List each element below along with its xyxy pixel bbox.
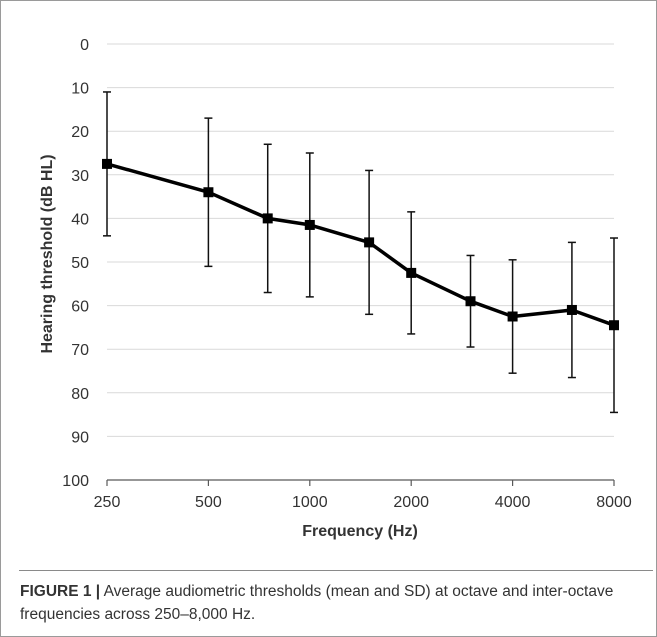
data-point-marker (507, 311, 518, 322)
data-point-marker (609, 320, 619, 331)
data-point-marker (102, 158, 112, 169)
y-axis-label: Hearing threshold (dB HL) (39, 154, 56, 353)
data-point-marker (566, 304, 577, 315)
y-tick-label: 40 (71, 211, 89, 228)
mean-line (106, 162, 615, 327)
error-bars (103, 91, 618, 414)
caption-text: Average audiometric thresholds (mean and… (20, 583, 614, 623)
series-line (106, 162, 615, 327)
x-tick-label: 1000 (292, 494, 328, 511)
caption-divider (19, 570, 653, 571)
gridlines (107, 43, 614, 437)
data-point-marker (406, 267, 417, 278)
y-tick-label: 80 (71, 386, 89, 403)
y-tick-label: 70 (71, 342, 89, 359)
y-tick-label: 30 (71, 168, 89, 185)
data-point-marker (262, 213, 273, 224)
x-tick-labels: 250 500 1000 2000 4000 8000 (94, 494, 632, 511)
y-tick-label: 60 (71, 299, 89, 316)
y-tick-label: 90 (71, 429, 89, 446)
x-tick-label: 4000 (495, 494, 531, 511)
data-point-marker (203, 187, 214, 198)
caption-label: FIGURE 1 | (20, 583, 101, 600)
y-tick-label: 0 (80, 37, 89, 54)
y-tick-label: 20 (71, 124, 89, 141)
x-tick-label: 2000 (393, 494, 429, 511)
x-tick-label: 250 (94, 494, 121, 511)
x-axis-label: Frequency (Hz) (302, 523, 418, 540)
y-tick-label: 100 (62, 473, 89, 490)
y-tick-label: 50 (71, 255, 89, 272)
x-tick-label: 8000 (596, 494, 632, 511)
chart: 0 10 20 30 40 50 60 70 80 90 100 250 500 1000 2000 400… (39, 37, 632, 540)
data-point-marker (364, 237, 375, 248)
x-tick-label: 500 (195, 494, 222, 511)
axes (106, 479, 615, 486)
data-point-marker (465, 296, 476, 307)
series-markers (102, 158, 619, 331)
data-point-marker (304, 219, 315, 230)
y-tick-labels: 0 10 20 30 40 50 60 70 80 90 100 (62, 37, 89, 490)
y-tick-label: 10 (71, 81, 89, 98)
figure-caption: FIGURE 1 | Average audiometric threshold… (20, 580, 640, 626)
